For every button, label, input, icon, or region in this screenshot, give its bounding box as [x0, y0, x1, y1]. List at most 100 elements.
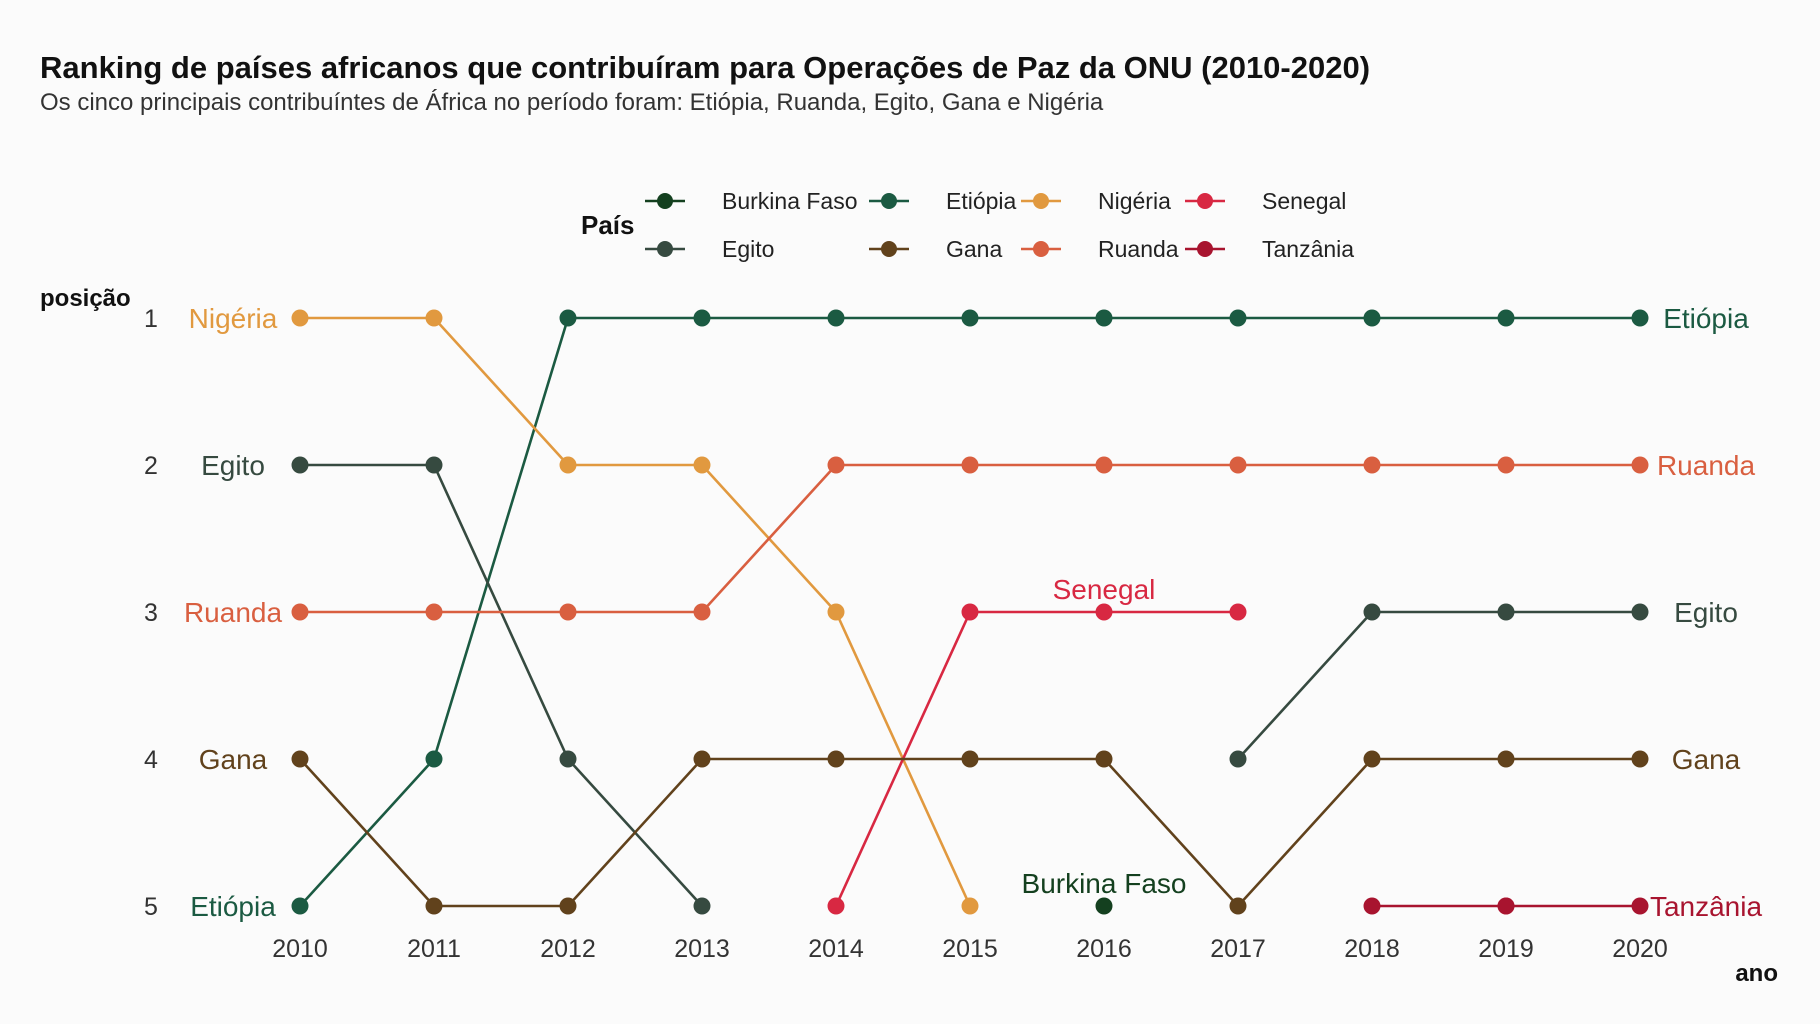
point-senegal — [961, 603, 979, 621]
point-gana — [1631, 750, 1649, 768]
point-nigeria — [961, 897, 979, 915]
point-tanzania — [1363, 897, 1381, 915]
point-ruanda — [1631, 456, 1649, 474]
series-line-nigeria — [300, 316, 972, 907]
series-points — [291, 309, 1649, 915]
legend-item-senegal: Senegal — [1185, 188, 1346, 214]
right-label-etiopia: Etiópia — [1663, 303, 1749, 334]
annotation-burkina-faso: Burkina Faso — [1022, 868, 1187, 899]
right-label-ruanda: Ruanda — [1657, 450, 1756, 481]
point-egito — [291, 456, 309, 474]
legend-label: Etiópia — [946, 188, 1017, 214]
point-gana — [425, 897, 443, 915]
point-ruanda — [425, 603, 443, 621]
point-ruanda — [1363, 456, 1381, 474]
point-ruanda — [291, 603, 309, 621]
left-label-gana: Gana — [199, 744, 268, 775]
legend-label: Gana — [946, 236, 1002, 262]
point-gana — [827, 750, 845, 768]
y-tick-label: 3 — [144, 599, 158, 627]
annotation-senegal: Senegal — [1053, 574, 1156, 605]
legend-item-gana: Gana — [869, 236, 1002, 262]
right-label-egito: Egito — [1674, 597, 1738, 628]
legend-item-egito: Egito — [645, 236, 774, 262]
point-egito — [693, 897, 711, 915]
point-nigeria — [827, 603, 845, 621]
point-etiopia — [1095, 309, 1113, 327]
point-etiopia — [1497, 309, 1515, 327]
point-tanzania — [1497, 897, 1515, 915]
legend-label: Egito — [722, 236, 774, 262]
legend-key-dot — [1033, 241, 1049, 257]
point-etiopia — [693, 309, 711, 327]
point-gana — [559, 897, 577, 915]
point-tanzania — [1631, 897, 1649, 915]
legend-label: Nigéria — [1098, 188, 1171, 214]
x-tick-label: 2018 — [1344, 935, 1400, 963]
y-tick-label: 2 — [144, 452, 158, 480]
point-gana — [1095, 750, 1113, 768]
right-label-tanzania: Tanzânia — [1650, 891, 1763, 922]
point-etiopia — [559, 309, 577, 327]
legend-label: Senegal — [1262, 188, 1346, 214]
y-tick-label: 5 — [144, 893, 158, 921]
legend-key-dot — [657, 193, 673, 209]
legend-key-dot — [881, 241, 897, 257]
y-tick-label: 1 — [144, 305, 158, 333]
series-line-gana — [299, 757, 1640, 908]
point-egito — [425, 456, 443, 474]
point-gana — [961, 750, 979, 768]
point-nigeria — [559, 456, 577, 474]
x-tick-label: 2016 — [1076, 935, 1132, 963]
legend-key-dot — [1033, 193, 1049, 209]
x-tick-label: 2020 — [1612, 935, 1668, 963]
point-gana — [693, 750, 711, 768]
left-label-etiopia: Etiópia — [190, 891, 276, 922]
point-egito — [1631, 603, 1649, 621]
point-etiopia — [1631, 309, 1649, 327]
legend-label: Burkina Faso — [722, 188, 858, 214]
chart-subtitle: Os cinco principais contribuíntes de Áfr… — [40, 89, 1104, 116]
legend-item-burkina-faso: Burkina Faso — [645, 188, 858, 214]
x-axis-title: ano — [1735, 960, 1778, 987]
y-axis-title: posição — [40, 285, 131, 312]
point-egito — [1497, 603, 1515, 621]
point-ruanda — [1229, 456, 1247, 474]
legend-item-tanzania: Tanzânia — [1185, 236, 1354, 262]
x-tick-label: 2013 — [674, 935, 730, 963]
point-gana — [291, 750, 309, 768]
legend-key-dot — [657, 241, 673, 257]
point-senegal — [827, 897, 845, 915]
point-egito — [559, 750, 577, 768]
x-tick-label: 2019 — [1478, 935, 1534, 963]
left-label-ruanda: Ruanda — [184, 597, 283, 628]
point-nigeria — [693, 456, 711, 474]
point-nigeria — [291, 309, 309, 327]
right-label-gana: Gana — [1672, 744, 1741, 775]
point-burkina-faso — [1095, 897, 1113, 915]
legend-label: Ruanda — [1098, 236, 1179, 262]
point-senegal — [1095, 603, 1113, 621]
left-label-nigeria: Nigéria — [189, 303, 278, 334]
point-egito — [1229, 750, 1247, 768]
legend-item-ruanda: Ruanda — [1021, 236, 1179, 262]
left-label-egito: Egito — [201, 450, 265, 481]
legend-item-etiopia: Etiópia — [869, 188, 1017, 214]
point-etiopia — [425, 750, 443, 768]
legend: Burkina Faso Etiópia Nigéria Senegal Egito Ga… — [645, 188, 1354, 262]
legend-title: País — [581, 210, 635, 240]
point-ruanda — [1095, 456, 1113, 474]
point-gana — [1497, 750, 1515, 768]
point-ruanda — [559, 603, 577, 621]
point-nigeria — [425, 309, 443, 327]
x-tick-label: 2011 — [407, 935, 461, 963]
x-axis-ticks: 2010 2011 2012 2013 2014 2015 2016 2017 2018 2019… — [272, 935, 1668, 963]
chart-title: Ranking de países africanos que contribu… — [40, 50, 1370, 85]
point-etiopia — [1363, 309, 1381, 327]
legend-item-nigeria: Nigéria — [1021, 188, 1171, 214]
point-gana — [1363, 750, 1381, 768]
series-labels: Nigéria Egito Ruanda Gana Etiópia Etiópia Ruan… — [184, 303, 1763, 922]
legend-label: Tanzânia — [1262, 236, 1354, 262]
legend-key-dot — [1197, 193, 1213, 209]
